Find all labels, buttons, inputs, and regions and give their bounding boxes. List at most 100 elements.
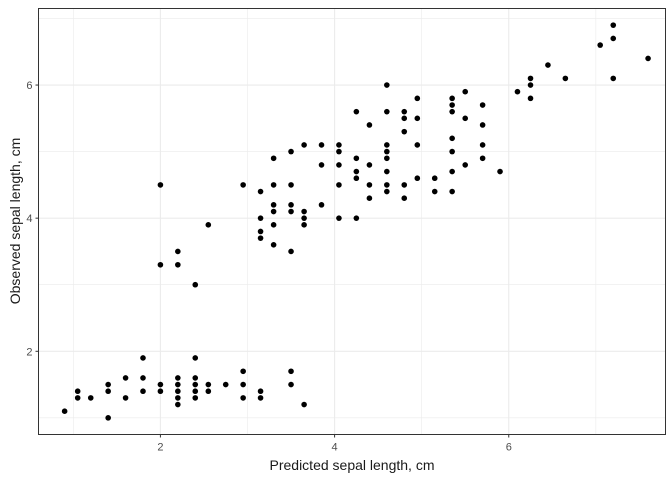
data-point [449,148,455,155]
data-point [301,142,307,148]
data-point [353,155,360,162]
data-point [288,248,294,255]
data-point [288,368,294,375]
x-tick-label: 2 [157,442,163,454]
data-point [140,388,146,395]
data-point [366,182,373,188]
data-point [353,215,360,221]
data-point [366,162,373,168]
data-point [318,162,325,168]
data-point [175,261,181,268]
data-point [175,388,181,395]
data-point [449,108,455,115]
data-point [514,88,521,95]
data-point [384,168,390,175]
data-point [257,235,264,241]
data-point [157,388,164,395]
data-point [175,248,181,255]
data-point [318,142,325,148]
data-point [414,175,421,182]
data-point [527,82,534,88]
data-point [610,22,617,28]
data-point [175,381,181,388]
data-point [449,95,455,102]
data-point [270,202,277,208]
data-point [336,162,342,168]
x-tick-label: 6 [506,442,512,454]
x-axis-title: Predicted sepal length, cm [270,457,435,473]
data-point [449,135,455,142]
data-point [192,388,199,395]
data-point [336,142,342,148]
data-point [222,381,229,388]
data-point [175,401,181,408]
data-point [74,388,81,395]
data-point [157,182,164,188]
data-points [61,22,651,421]
data-point [192,281,199,288]
data-point [336,182,342,188]
data-point [87,395,94,401]
data-point [61,408,68,415]
data-point [462,88,469,95]
data-point [288,208,294,215]
data-point [401,108,408,115]
data-point [384,142,390,148]
data-point [353,108,360,115]
data-point [175,395,181,401]
data-point [497,168,503,175]
data-point [336,148,342,155]
data-point [240,182,246,188]
data-point [205,381,212,388]
data-point [240,395,246,401]
data-point [270,208,277,215]
major-gridlines [38,8,666,435]
x-axis-ticks: 2 4 6 [157,434,512,454]
data-point [562,75,569,82]
data-point [105,381,111,388]
data-point [257,215,264,221]
data-point [401,182,408,188]
data-point [270,155,277,162]
data-point [175,375,181,381]
data-point [449,102,455,108]
data-point [449,168,455,175]
data-point [414,142,421,148]
data-point [205,222,212,228]
data-point [257,188,264,195]
data-point [401,128,408,135]
data-point [431,175,438,182]
data-point [270,241,277,248]
data-point [479,122,486,128]
data-point [353,168,360,175]
data-point [597,42,603,48]
data-point [270,222,277,228]
data-point [462,115,469,122]
data-point [192,375,199,381]
data-point [240,381,246,388]
data-point [527,95,534,102]
data-point [462,162,469,168]
data-point [431,188,438,195]
data-point [105,388,111,395]
data-point [479,142,486,148]
data-point [192,395,199,401]
data-point [384,182,390,188]
data-point [301,222,307,228]
x-tick-label: 4 [332,442,338,454]
data-point [384,155,390,162]
data-point [610,75,617,82]
data-point [336,215,342,221]
data-point [353,175,360,182]
data-point [414,95,421,102]
data-point [414,115,421,122]
data-point [384,188,390,195]
data-point [74,395,81,401]
y-axis-ticks: 2 4 6 [26,80,39,358]
data-point [270,182,277,188]
data-point [288,381,294,388]
data-point [545,62,551,68]
data-point [157,261,164,268]
